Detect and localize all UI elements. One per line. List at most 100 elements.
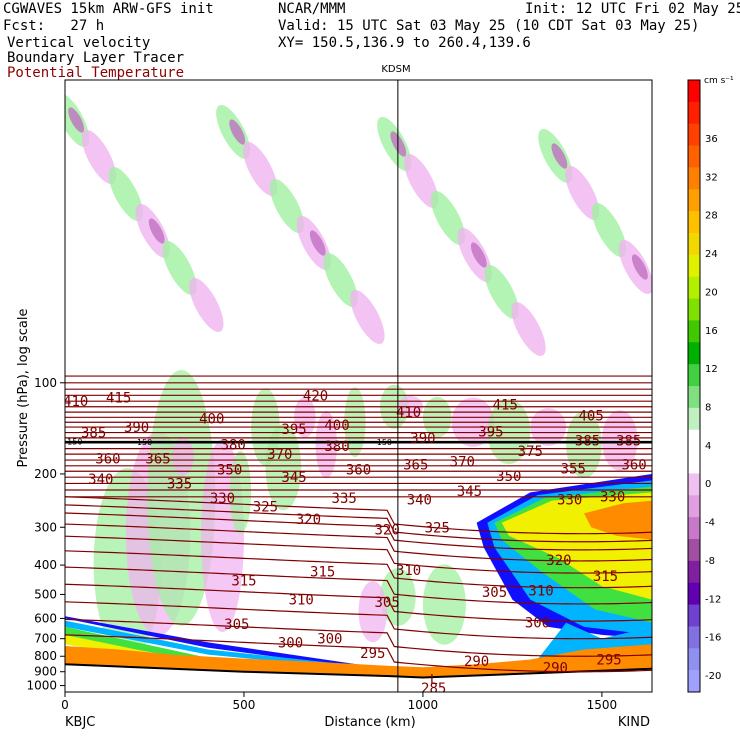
theta-label: 420 <box>303 388 328 404</box>
vv-blob <box>591 203 627 257</box>
x-axis-label: Distance (km) <box>324 715 415 730</box>
y-tick-label: 600 <box>34 611 57 625</box>
vv-blob <box>189 278 224 332</box>
theta-label: 350 <box>217 462 242 478</box>
theta-isoline <box>65 601 652 640</box>
vv-core <box>68 107 85 133</box>
colorbar-swatch <box>688 473 700 496</box>
vv-core <box>148 218 165 244</box>
colorbar-tick-label: 28 <box>705 211 718 222</box>
colorbar-swatch <box>688 167 700 190</box>
colorbar-swatch <box>688 495 700 518</box>
x-tick-label: 500 <box>233 698 256 712</box>
colorbar-swatch <box>688 342 700 365</box>
org-label: NCAR/MMM <box>278 1 346 17</box>
colorbar-tick-label: -12 <box>705 594 721 605</box>
theta-label: 385 <box>575 433 600 449</box>
colorbar-frame <box>687 79 701 693</box>
cross-section-endpoints: XY= 150.5,136.9 to 260.4,139.6 <box>278 35 531 51</box>
colorbar-swatch <box>688 320 700 343</box>
tropopause-label: 150 <box>137 438 152 447</box>
field-boundary-layer-tracer: Boundary Layer Tracer <box>7 50 185 66</box>
colorbar-swatch <box>688 626 700 649</box>
theta-label: 305 <box>374 595 399 611</box>
theta-isoline <box>65 512 652 551</box>
colorbar-swatch <box>688 101 700 125</box>
vv-blob <box>484 265 519 319</box>
theta-label: 390 <box>124 420 149 436</box>
theta-label: 325 <box>253 499 278 515</box>
colorbar-swatch <box>688 123 700 147</box>
axes: 0 500 1000 15001002003004005006007008009001… <box>26 80 617 712</box>
x-tick-label: 1500 <box>587 698 618 712</box>
y-tick-label: 400 <box>34 558 57 572</box>
theta-label: 385 <box>81 426 106 442</box>
theta-label: 410 <box>63 394 88 410</box>
tropopause-label: 150 <box>67 437 82 446</box>
theta-label: 315 <box>593 569 618 585</box>
colorbar: 36 32 28 24 20 16 12 8 4 0 -4 -8 -12 -16 -20 <box>687 79 721 693</box>
theta-label: 295 <box>596 652 621 668</box>
colorbar-swatch <box>688 407 700 431</box>
theta-label: 335 <box>167 476 192 492</box>
vv-blob <box>487 399 531 465</box>
colorbar-swatch <box>688 211 700 234</box>
vv-blob <box>430 191 466 245</box>
vv-blob <box>265 424 302 511</box>
y-tick-label: 500 <box>34 587 57 601</box>
theta-label: 300 <box>317 632 342 648</box>
theta-label: 415 <box>493 398 518 414</box>
y-tick-label: 800 <box>34 649 57 663</box>
theta-label: 355 <box>561 462 586 478</box>
vv-blob <box>162 241 197 295</box>
theta-label: 305 <box>482 585 507 601</box>
plot-frame <box>64 79 653 693</box>
field-vertical-velocity: Vertical velocity <box>7 35 151 51</box>
colorbar-tick-label: 36 <box>705 134 718 145</box>
station-right-label: KIND <box>618 715 650 730</box>
colorbar-swatch <box>688 604 700 627</box>
theta-isoline <box>65 535 652 574</box>
colorbar-tick-label: 0 <box>705 479 711 490</box>
theta-label: 345 <box>457 484 482 500</box>
theta-label: 330 <box>600 489 625 505</box>
colorbar-tick-label: -16 <box>705 633 721 644</box>
colorbar-tick-label: 12 <box>705 364 718 375</box>
theta-label: 365 <box>403 457 428 473</box>
theta-label: 395 <box>281 422 306 438</box>
colorbar-swatch <box>688 298 700 321</box>
theta-label: 290 <box>543 660 568 676</box>
field-potential-temperature: Potential Temperature <box>7 65 185 81</box>
y-tick-label: 300 <box>34 520 57 534</box>
vv-blob <box>404 154 439 208</box>
terrain-fill <box>65 644 652 692</box>
vv-blob <box>81 130 117 184</box>
theta-isoline <box>65 496 652 535</box>
theta-label: 360 <box>95 452 120 468</box>
theta-label: 290 <box>464 654 489 670</box>
colorbar-swatch <box>688 560 700 584</box>
colorbar-swatch <box>688 145 700 168</box>
vv-blob <box>350 290 385 344</box>
theta-label: 360 <box>346 462 371 478</box>
theta-isoline <box>65 504 652 543</box>
theta-label: 320 <box>546 553 571 569</box>
ground-line <box>65 663 652 679</box>
theta-label: 395 <box>478 425 503 441</box>
theta-label: 310 <box>289 593 314 609</box>
theta-label: 295 <box>360 646 385 662</box>
vv-blob <box>422 564 466 645</box>
y-tick-label: 200 <box>34 467 57 481</box>
colorbar-swatch <box>688 539 700 562</box>
init-time: Init: 12 UTC Fri 02 May 25 <box>525 1 740 17</box>
theta-label: 340 <box>88 472 113 488</box>
theta-label: 405 <box>579 408 604 424</box>
bl-tracer-region <box>583 500 652 540</box>
theta-label: 310 <box>396 563 421 579</box>
theta-isoline <box>65 566 652 605</box>
vv-blob <box>565 166 600 220</box>
theta-label: 400 <box>324 418 349 434</box>
colorbar-swatch <box>688 80 700 103</box>
colorbar-tick-label: 4 <box>705 441 711 452</box>
